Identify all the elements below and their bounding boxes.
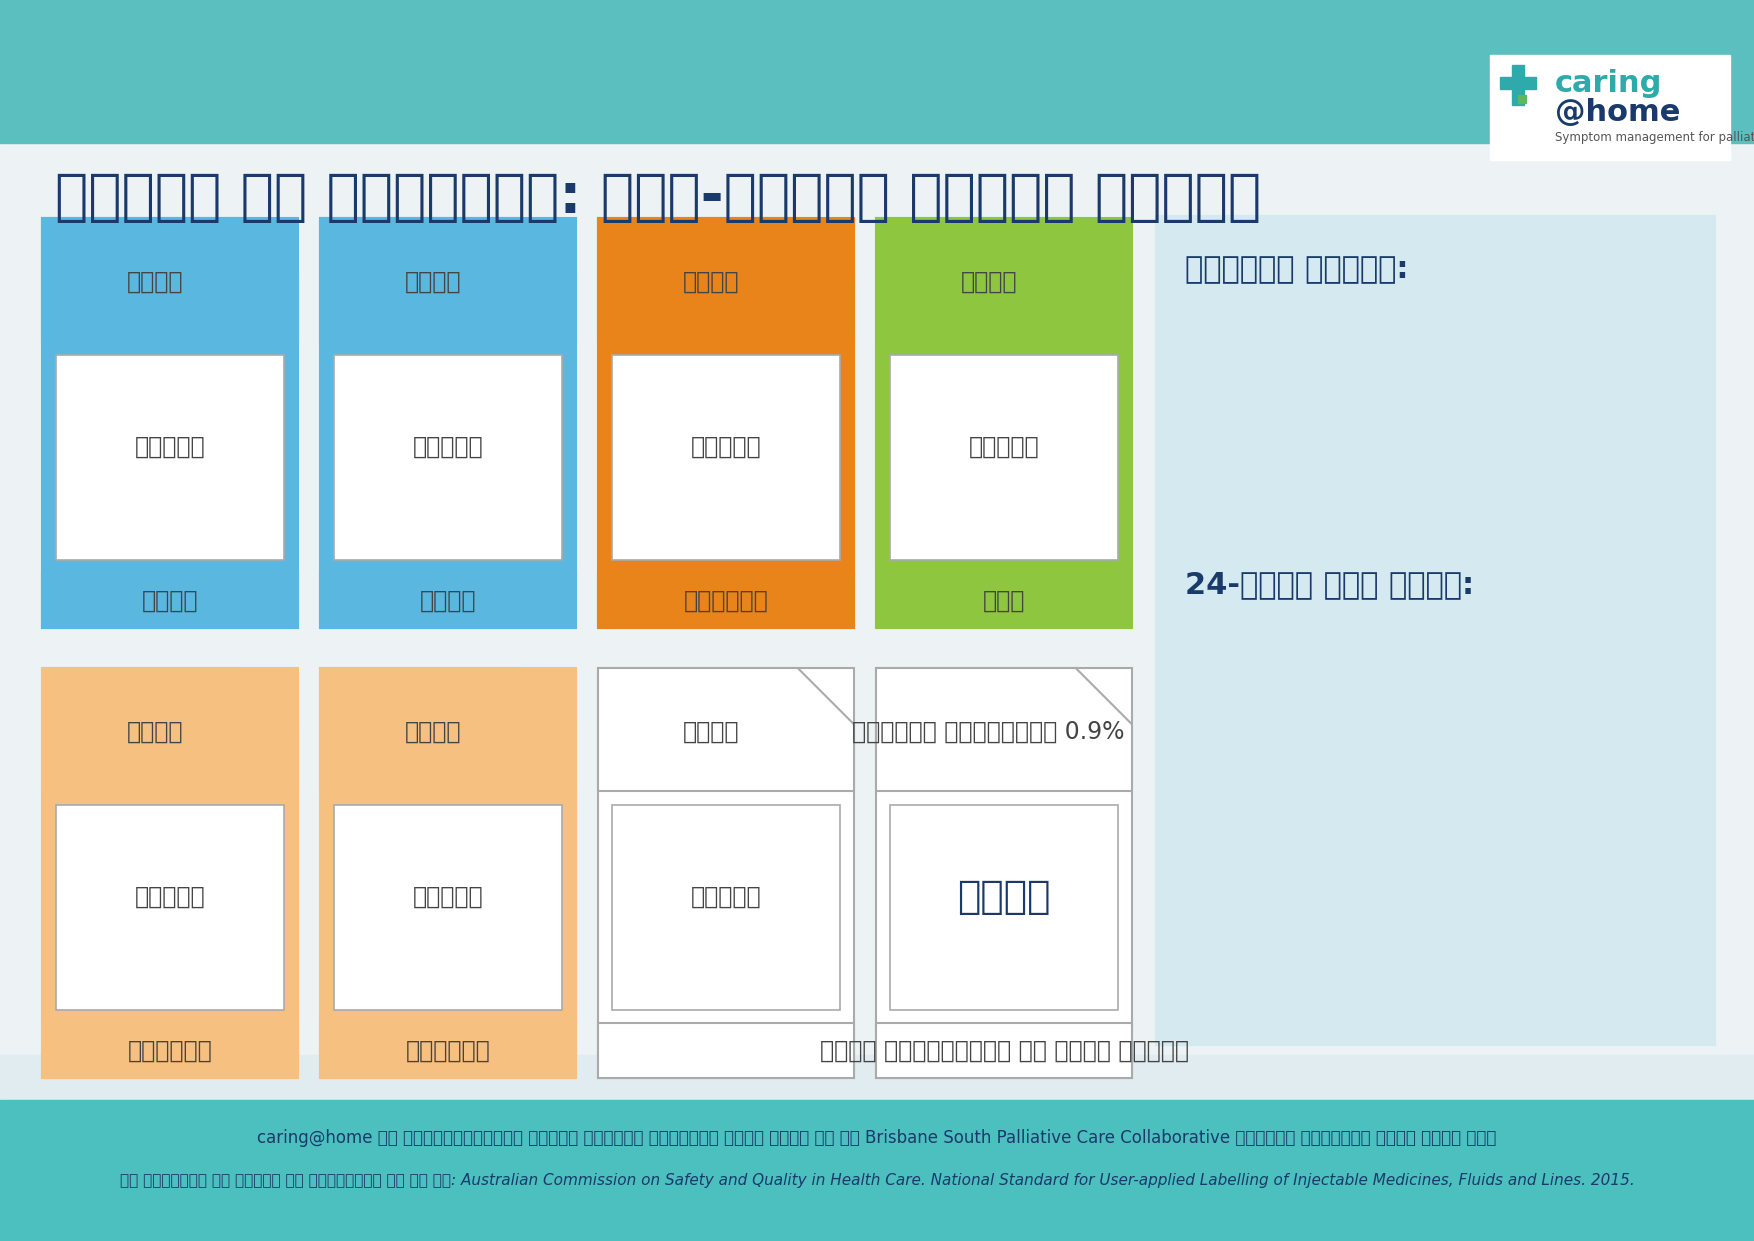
Text: सोडियम क्लोराइड 0.9%: सोडियम क्लोराइड 0.9%: [852, 720, 1124, 743]
Text: लक्षण: लक्षण: [135, 885, 205, 910]
Text: 24-घंटे फोन नंबर:: 24-घंटे फोन नंबर:: [1186, 571, 1473, 599]
Text: दव: दव: [1321, 145, 1537, 321]
Bar: [42, 218, 298, 628]
Bar: [0, 1100, 1754, 1241]
Text: दवाई: दवाई: [682, 720, 738, 743]
Bar: [319, 573, 575, 628]
Text: लक्षण: लक्षण: [135, 436, 205, 459]
Text: दवाई: दवाई: [126, 720, 182, 743]
Bar: [889, 805, 1117, 1010]
Bar: [0, 143, 1754, 1140]
Polygon shape: [875, 218, 1131, 341]
Polygon shape: [42, 218, 298, 341]
Bar: [1512, 65, 1524, 105]
Text: संपर्क विवरण:: संपर्क विवरण:: [1186, 256, 1408, 284]
Text: लक्षण: लक्षण: [412, 885, 484, 910]
Text: लक्षण: लक्षण: [968, 436, 1040, 459]
Text: साल्मन: साल्मन: [405, 1039, 491, 1062]
Bar: [1154, 215, 1715, 1045]
Bar: [1500, 77, 1537, 89]
Text: caring@home को ऑस्ट्रेलियाई सरकार द्वारा निधोकृत किया जाता है और Brisbane South : caring@home को ऑस्ट्रेलियाई सरकार द्वारा…: [258, 1129, 1496, 1147]
Bar: [0, 0, 1754, 143]
Text: दव: दव: [81, 145, 296, 321]
Text: हरा: हरा: [982, 588, 1024, 613]
Bar: [598, 1023, 854, 1078]
Bar: [319, 1023, 575, 1078]
Bar: [875, 1023, 1131, 1078]
Bar: [56, 355, 284, 560]
Bar: [875, 573, 1131, 628]
Bar: [875, 218, 1131, 628]
Text: दवाई: दवाई: [126, 271, 182, 294]
Text: नीला: नीला: [142, 588, 198, 613]
Text: caring: caring: [1556, 68, 1663, 98]
Bar: [1517, 96, 1526, 103]
Text: फ्लश: फ्लश: [958, 879, 1051, 916]
Text: नारंगी: नारंगी: [684, 588, 768, 613]
Text: सफेद पृष्ठभूमि पर काले अक्षर: सफेद पृष्ठभूमि पर काले अक्षर: [819, 1039, 1189, 1062]
Polygon shape: [598, 668, 854, 791]
Bar: [42, 573, 298, 628]
Bar: [0, 143, 1754, 199]
Text: दव: दव: [389, 145, 607, 321]
Text: @home: @home: [1556, 98, 1680, 128]
Bar: [875, 668, 1131, 1078]
Text: दवाई: दवाई: [682, 271, 738, 294]
Text: दवाई: दवाई: [405, 271, 461, 294]
Bar: [598, 218, 854, 628]
Bar: [889, 355, 1117, 560]
Polygon shape: [875, 668, 1131, 791]
Text: नीला: नीला: [419, 588, 477, 613]
Polygon shape: [319, 218, 575, 341]
Bar: [598, 668, 854, 1078]
Text: दवाई: दवाई: [405, 720, 461, 743]
Bar: [56, 805, 284, 1010]
Bar: [319, 218, 575, 628]
Bar: [42, 1023, 298, 1078]
Bar: [319, 668, 575, 1078]
Bar: [1489, 55, 1729, 160]
Bar: [612, 355, 840, 560]
Text: दव: दव: [700, 145, 917, 321]
Polygon shape: [319, 668, 575, 791]
Bar: [333, 805, 561, 1010]
Bar: [598, 573, 854, 628]
Text: साल्मन: साल्मन: [128, 1039, 212, 1062]
Bar: [0, 1055, 1754, 1100]
Polygon shape: [42, 668, 298, 791]
Text: Symptom management for palliative patients: Symptom management for palliative patien…: [1556, 132, 1754, 144]
Bar: [42, 668, 298, 1078]
Bar: [333, 355, 561, 560]
Text: लक्षण: लक्षण: [412, 436, 484, 459]
Bar: [612, 805, 840, 1010]
Text: दवाई: दवाई: [961, 271, 1017, 294]
Text: दव: दव: [1010, 145, 1226, 321]
Text: लक्षण: लक्षण: [691, 885, 761, 910]
Text: यह जानकारी इस स्रोत से अनुकूलित की गई है: Australian Commission on Safety and Qu: यह जानकारी इस स्रोत से अनुकूलित की गई है…: [119, 1173, 1635, 1188]
Text: लक्षण: लक्षण: [691, 436, 761, 459]
Polygon shape: [598, 218, 854, 341]
Text: लक्षण और दवाइयाँ: रंग-कोडित फ्रिज चार्ट: लक्षण और दवाइयाँ: रंग-कोडित फ्रिज चार्ट: [54, 171, 1261, 225]
